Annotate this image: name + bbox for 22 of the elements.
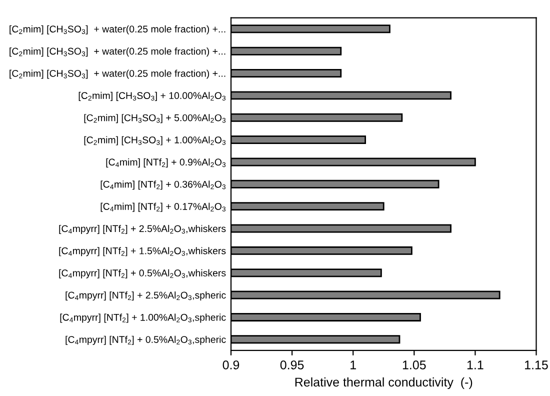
category-label: [C$_{2}$mim] [CH$_{3}$SO$_{3}$] + 1.00%Al$_{2}$O$_{3}$	[84, 136, 226, 146]
category-label: [C$_{4}$mpyrr] [NTf$_{2}$] + 2.5%Al$_{2}$O$_{3}$,spheric	[66, 291, 226, 301]
y-tick-label: [C$_{2}$mim] [CH$_{3}$SO$_{3}$] + water(0.25 mole fraction) +...	[10, 70, 226, 79]
category-label: [C$_{4}$mpyrr] [NTf$_{2}$] + 0.5%Al$_{2}$O$_{3}$,spheric	[66, 336, 226, 345]
x-tick-label: 0.95	[280, 360, 304, 370]
y-tick-label: [C$_{4}$mim] [NTf$_{2}$] + 0.9%Al$_{2}$O$_{3}$	[106, 158, 226, 168]
y-tick-label: [C$_{4}$mim] [NTf$_{2}$] + 0.36%Al$_{2}$O$_{3}$	[100, 180, 226, 190]
x-tick-label: 1.05	[402, 360, 426, 370]
category-label: [C$_{4}$mpyrr] [NTf$_{2}$] + 1.5%Al$_{2}$O$_{3}$,whiskers	[59, 247, 226, 256]
category-label: [C$_{4}$mpyrr] [NTf$_{2}$] + 2.5%Al$_{2}$O$_{3}$,whiskers	[59, 224, 226, 234]
y-tick-label: [C$_{2}$mim] [CH$_{3}$SO$_{3}$] + water(0.25 mole fraction) +...	[10, 25, 226, 34]
category-label: [C$_{2}$mim] [CH$_{3}$SO$_{3}$] + 5.00%Al$_{2}$O$_{3}$	[84, 114, 226, 124]
x-tick-label: 1.1	[467, 360, 484, 370]
x-axis-title: Relative thermal conductivity (-)	[295, 377, 472, 390]
x-tick-label: 1	[350, 360, 356, 370]
y-tick-label: [C$_{2}$mim] [CH$_{3}$SO$_{3}$] + water(0.25 mole fraction) +...	[10, 48, 226, 57]
x-tick-label: 0.9	[222, 360, 240, 370]
y-tick-label: [C$_{4}$mim] [NTf$_{2}$] + 0.17%Al$_{2}$O$_{3}$	[100, 202, 226, 212]
category-label: [C$_{4}$mpyrr] [NTf$_{2}$] + 0.5%Al$_{2}$O$_{3}$,whiskers	[59, 269, 226, 278]
x-tick-label: 1.15	[525, 360, 548, 370]
category-label: [C$_{2}$mim] [CH$_{3}$SO$_{3}$] + 10.00%Al$_{2}$O$_{3}$	[78, 92, 226, 101]
category-label: [C$_{4}$mpyrr] [NTf$_{2}$] + 1.00%Al$_{2}$O$_{3}$,spheric	[60, 314, 226, 323]
